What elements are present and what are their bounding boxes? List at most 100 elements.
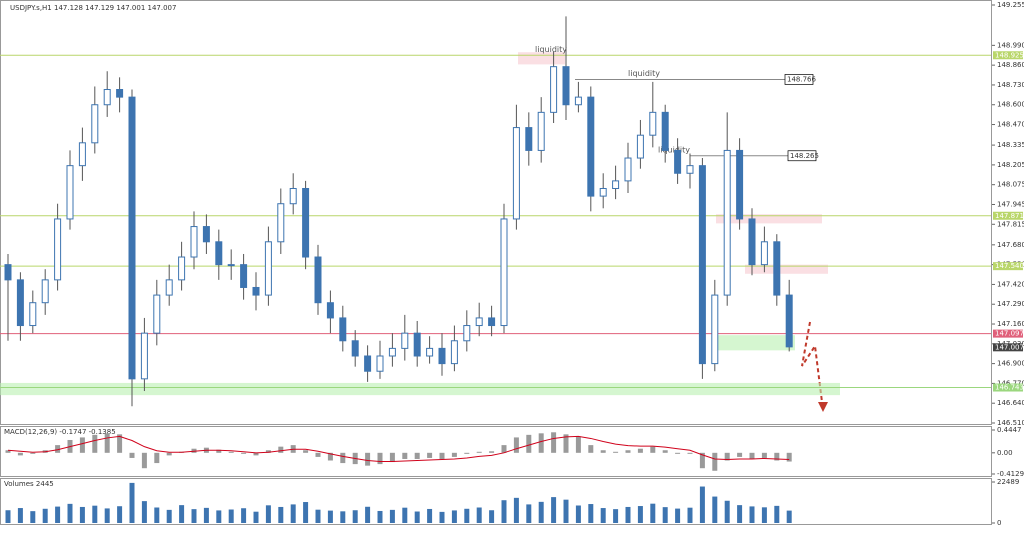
volume-bar bbox=[141, 501, 147, 523]
candle-body bbox=[525, 127, 533, 151]
volume-bar bbox=[761, 507, 767, 523]
y-tick-label: 147.680 bbox=[997, 241, 1024, 249]
candle-body bbox=[488, 317, 496, 327]
volume-bar bbox=[637, 506, 643, 523]
macd-bar bbox=[675, 452, 681, 454]
volume-panel bbox=[0, 478, 992, 525]
candle-body bbox=[165, 279, 173, 296]
macd-title: MACD(12,26,9) -0.1747 -0.1385 bbox=[4, 428, 116, 436]
macd-bar bbox=[79, 437, 85, 453]
volume-bar bbox=[129, 482, 135, 523]
candle-body bbox=[364, 355, 372, 372]
candle-body bbox=[264, 241, 272, 296]
macd-bar bbox=[92, 434, 98, 453]
volume-bar bbox=[588, 504, 594, 523]
candle-body bbox=[41, 279, 49, 304]
level-label: 148.925 bbox=[995, 51, 1024, 59]
macd-bar bbox=[117, 434, 123, 453]
candle-body bbox=[91, 104, 99, 144]
volume-bar bbox=[613, 509, 619, 523]
level-label: 147.871 bbox=[995, 212, 1024, 220]
y-tick-label: 148.860 bbox=[997, 61, 1024, 69]
candle-body bbox=[463, 325, 471, 342]
macd-bar bbox=[513, 437, 519, 453]
candle-body bbox=[413, 332, 421, 357]
macd-bar bbox=[774, 452, 780, 461]
macd-bar bbox=[489, 451, 495, 453]
candle-body bbox=[326, 302, 334, 319]
candle-body bbox=[314, 256, 322, 304]
supply-zone bbox=[716, 214, 822, 224]
volume-bar bbox=[439, 511, 445, 523]
volume-bar bbox=[315, 509, 321, 523]
candle-body bbox=[562, 66, 570, 106]
macd-bar bbox=[365, 452, 371, 466]
candle-body bbox=[574, 96, 582, 106]
volume-bar bbox=[501, 500, 507, 523]
volume-bar bbox=[191, 509, 197, 523]
volume-bar bbox=[92, 505, 98, 523]
volume-title: Volumes 2445 bbox=[4, 480, 54, 488]
supply-zone bbox=[745, 264, 828, 274]
candle-body bbox=[215, 241, 223, 266]
macd-bar bbox=[414, 452, 420, 459]
y-tick-label: 148.075 bbox=[997, 181, 1024, 189]
volume-bar bbox=[600, 508, 606, 523]
macd-bar bbox=[55, 445, 61, 453]
level-tag bbox=[993, 383, 1023, 392]
candle-body bbox=[674, 149, 682, 174]
y-tick-label: 0.4447 bbox=[997, 426, 1022, 434]
volume-bar bbox=[563, 499, 569, 523]
macd-bar bbox=[749, 452, 755, 459]
candle-body bbox=[587, 96, 595, 197]
y-tick-label: 147.290 bbox=[997, 300, 1024, 308]
volume-bar bbox=[526, 504, 532, 523]
macd-bar bbox=[575, 436, 581, 453]
candle-body bbox=[153, 294, 161, 334]
candle-body bbox=[252, 286, 260, 296]
target-zone bbox=[718, 335, 795, 351]
level-tag bbox=[993, 329, 1023, 338]
y-tick-label: 147.815 bbox=[997, 220, 1024, 228]
volume-bar bbox=[575, 505, 581, 523]
volume-bar bbox=[662, 507, 668, 523]
macd-bar bbox=[451, 452, 457, 457]
candle-body bbox=[723, 149, 731, 296]
candle-body bbox=[103, 89, 111, 106]
volume-bar bbox=[42, 508, 48, 523]
macd-bar bbox=[303, 450, 309, 453]
candle-body bbox=[736, 149, 744, 220]
candle-body bbox=[388, 347, 396, 357]
volume-bar bbox=[675, 508, 681, 523]
annotation: liquidity bbox=[535, 45, 567, 54]
macd-bar bbox=[327, 452, 333, 461]
volume-bar bbox=[203, 507, 209, 523]
candle-body bbox=[550, 66, 558, 113]
price-box bbox=[784, 74, 814, 85]
volume-bar bbox=[737, 505, 743, 523]
volume-bar bbox=[352, 510, 358, 523]
macd-bar bbox=[265, 450, 271, 453]
macd-bar bbox=[538, 433, 544, 453]
candle-body bbox=[190, 226, 198, 258]
macd-bar bbox=[712, 452, 718, 471]
macd-bar bbox=[600, 450, 606, 453]
candle-body bbox=[54, 218, 62, 281]
y-tick-label: 148.730 bbox=[997, 81, 1024, 89]
y-tick-label: 148.470 bbox=[997, 121, 1024, 129]
volume-bar bbox=[377, 510, 383, 523]
volume-bar bbox=[414, 511, 420, 523]
volume-bar bbox=[278, 506, 284, 523]
candle-body bbox=[16, 279, 24, 327]
candle-body bbox=[711, 294, 719, 365]
volume-bar bbox=[104, 508, 110, 523]
candle-body bbox=[302, 187, 310, 258]
candle-body bbox=[401, 332, 409, 349]
macd-bar bbox=[216, 449, 222, 453]
volume-bar bbox=[476, 507, 482, 523]
price-mark-label: 148.766 bbox=[787, 75, 816, 83]
level-tag bbox=[993, 262, 1023, 271]
volume-bar bbox=[340, 511, 346, 523]
volume-bar bbox=[5, 510, 11, 523]
